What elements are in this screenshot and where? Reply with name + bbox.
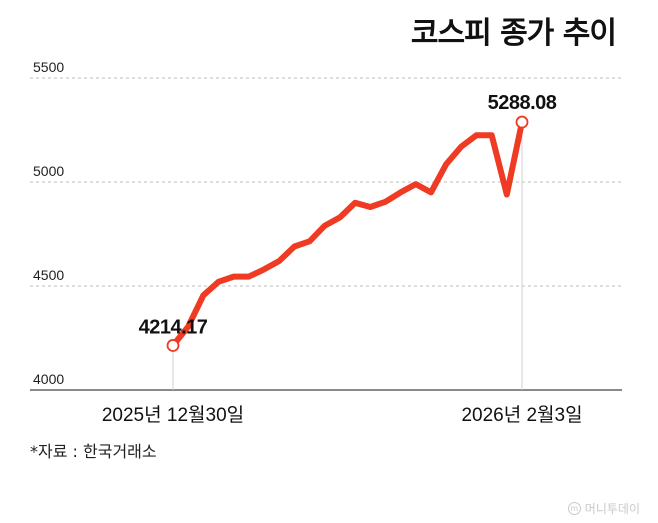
start-point-marker: [166, 339, 180, 352]
start-value-label: 4214.17: [139, 316, 208, 338]
y-tick-label: 5500: [33, 59, 64, 75]
x-tick-label-end: 2026년 2월3일: [461, 404, 582, 426]
x-tick-label-start: 2025년 12월30일: [102, 404, 244, 426]
logo-mark-icon: m: [567, 502, 581, 515]
end-value-label: 5288.08: [488, 92, 557, 114]
end-point-marker: [515, 115, 529, 129]
y-tick-label: 4000: [33, 371, 64, 387]
kospi-series-line: [170, 119, 525, 349]
logo-text: 머니투데이: [584, 502, 640, 516]
chart-title: 코스피 종가 추이: [410, 16, 617, 51]
y-tick-label: 4500: [33, 267, 64, 283]
source-note: *자료 : 한국거래소: [30, 442, 157, 461]
y-tick-label: 5000: [33, 163, 64, 179]
publisher-logo: m 머니투데이: [567, 500, 640, 517]
